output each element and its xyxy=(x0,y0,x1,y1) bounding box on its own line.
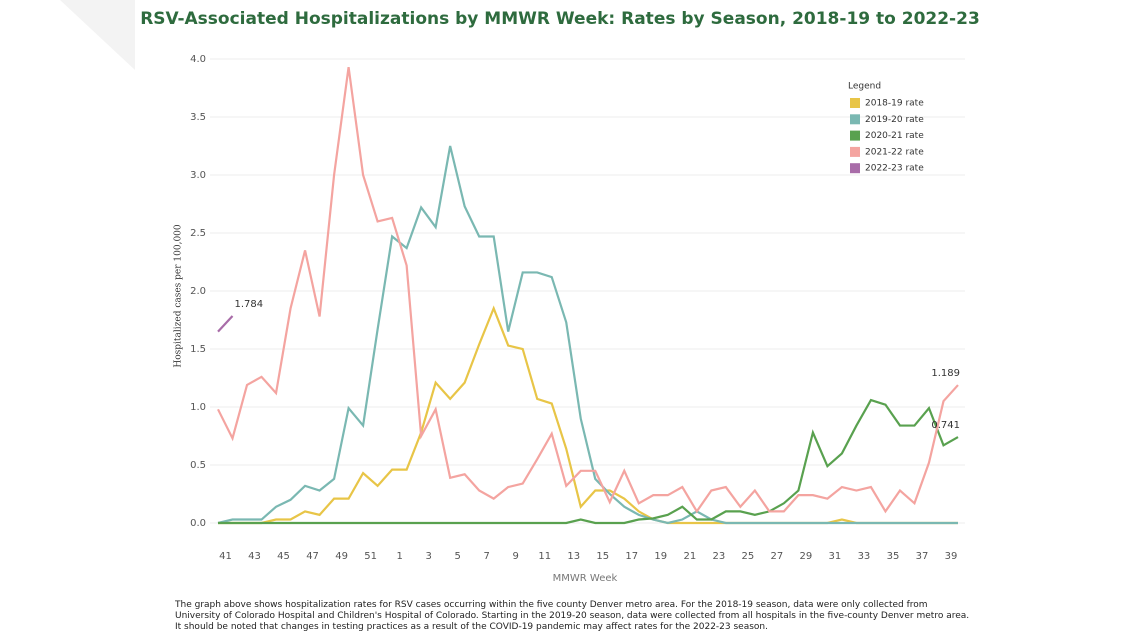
legend-label: 2018-19 rate xyxy=(865,99,924,109)
y-tick-label: 1.0 xyxy=(190,402,206,413)
x-tick-label: 7 xyxy=(483,551,489,562)
x-tick-label: 49 xyxy=(335,551,348,562)
legend-title: Legend xyxy=(848,82,881,92)
series-line xyxy=(218,305,958,525)
x-tick-label: 43 xyxy=(248,551,261,562)
series-line xyxy=(217,66,959,514)
data-label: 1.189 xyxy=(931,368,960,379)
x-tick-label: 13 xyxy=(567,551,580,562)
x-tick-label: 27 xyxy=(771,551,784,562)
x-tick-label: 31 xyxy=(829,551,842,562)
y-tick-label: 1.5 xyxy=(190,344,206,355)
y-tick-label: 4.0 xyxy=(190,54,206,65)
y-tick-label: 3.5 xyxy=(190,112,206,123)
x-tick-label: 9 xyxy=(513,551,519,562)
legend-swatch xyxy=(850,163,860,174)
x-tick-label: 45 xyxy=(277,551,290,562)
x-tick-label: 11 xyxy=(538,551,551,562)
x-tick-label: 15 xyxy=(596,551,609,562)
x-tick-label: 37 xyxy=(916,551,929,562)
x-tick-label: 29 xyxy=(800,551,813,562)
x-tick-label: 5 xyxy=(454,551,460,562)
x-tick-label: 17 xyxy=(625,551,638,562)
x-tick-label: 47 xyxy=(306,551,319,562)
data-label: 1.784 xyxy=(235,299,264,310)
x-tick-label: 25 xyxy=(741,551,754,562)
footnote: The graph above shows hospitalization ra… xyxy=(175,600,970,632)
data-label: 0.741 xyxy=(931,420,960,431)
x-tick-label: 35 xyxy=(887,551,900,562)
legend-swatch xyxy=(850,130,860,141)
watermark xyxy=(60,0,135,70)
x-axis-label: MMWR Week xyxy=(553,573,618,584)
x-tick-label: 23 xyxy=(712,551,725,562)
y-tick-label: 2.5 xyxy=(190,228,206,239)
series-line xyxy=(217,145,958,525)
x-tick-label: 21 xyxy=(683,551,696,562)
legend-swatch xyxy=(850,114,860,125)
y-axis-label: Hospitalized cases per 100,000 xyxy=(174,224,184,368)
series-line xyxy=(217,315,234,333)
legend-swatch xyxy=(850,146,860,157)
legend-label: 2020-21 rate xyxy=(865,131,924,141)
legend-label: 2019-20 rate xyxy=(865,115,924,125)
x-tick-label: 39 xyxy=(945,551,958,562)
x-tick-label: 3 xyxy=(425,551,431,562)
y-tick-label: 2.0 xyxy=(190,286,206,297)
legend-label: 2022-23 rate xyxy=(865,164,924,174)
x-tick-label: 19 xyxy=(654,551,667,562)
x-tick-label: 41 xyxy=(219,551,232,562)
y-tick-label: 0.0 xyxy=(190,518,206,529)
y-tick-label: 3.0 xyxy=(190,170,206,181)
chart-title: RSV-Associated Hospitalizations by MMWR … xyxy=(140,9,980,29)
y-tick-label: 0.5 xyxy=(190,460,206,471)
x-tick-label: 51 xyxy=(364,551,377,562)
legend-label: 2021-22 rate xyxy=(865,147,924,157)
legend-swatch xyxy=(850,98,860,108)
series-line xyxy=(218,398,959,525)
footnote-box: The graph above shows hospitalization ra… xyxy=(175,600,970,632)
x-tick-label: 1 xyxy=(396,551,402,562)
x-tick-label: 33 xyxy=(858,551,871,562)
